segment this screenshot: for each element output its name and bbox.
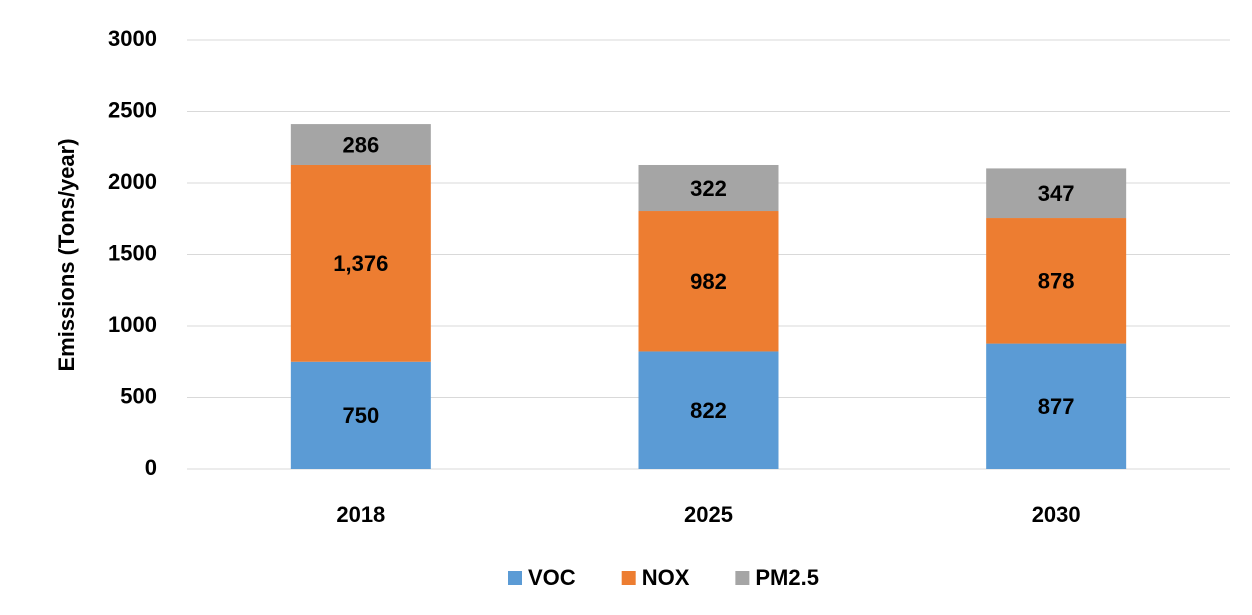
bar-segment xyxy=(290,361,431,469)
bar-segment xyxy=(290,164,431,362)
legend-swatch xyxy=(621,571,636,585)
bar-segment xyxy=(986,168,1127,219)
data-label: 347 xyxy=(1038,181,1075,206)
y-tick-label: 0 xyxy=(145,455,157,480)
y-axis-label: Emissions (Tons/year) xyxy=(54,138,79,371)
y-tick-label: 1500 xyxy=(108,240,157,265)
bar-segment xyxy=(986,343,1127,469)
legend-label: NOX xyxy=(642,565,690,590)
bar-segment xyxy=(290,124,431,165)
legend-swatch xyxy=(735,571,750,585)
y-tick-label: 3000 xyxy=(108,26,157,51)
bar-segment xyxy=(638,351,779,469)
bar-segment xyxy=(986,218,1127,344)
x-tick-label: 2030 xyxy=(1032,502,1081,527)
legend-label: PM2.5 xyxy=(755,565,819,590)
legend-label: VOC xyxy=(528,565,576,590)
y-tick-label: 500 xyxy=(120,383,157,408)
data-label: 322 xyxy=(690,176,727,201)
data-label: 877 xyxy=(1038,394,1075,419)
y-tick-label: 1000 xyxy=(108,312,157,337)
data-label: 750 xyxy=(342,403,379,428)
data-label: 822 xyxy=(690,398,727,423)
x-tick-label: 2025 xyxy=(684,502,733,527)
bar-segment xyxy=(638,211,779,352)
data-label: 1,376 xyxy=(333,251,388,276)
data-label: 286 xyxy=(342,132,379,157)
y-tick-label: 2500 xyxy=(108,97,157,122)
data-label: 982 xyxy=(690,269,727,294)
x-tick-label: 2018 xyxy=(336,502,385,527)
legend-swatch xyxy=(508,571,522,585)
y-tick-label: 2000 xyxy=(108,169,157,194)
bar-segment xyxy=(638,164,779,212)
data-label: 878 xyxy=(1038,269,1075,294)
